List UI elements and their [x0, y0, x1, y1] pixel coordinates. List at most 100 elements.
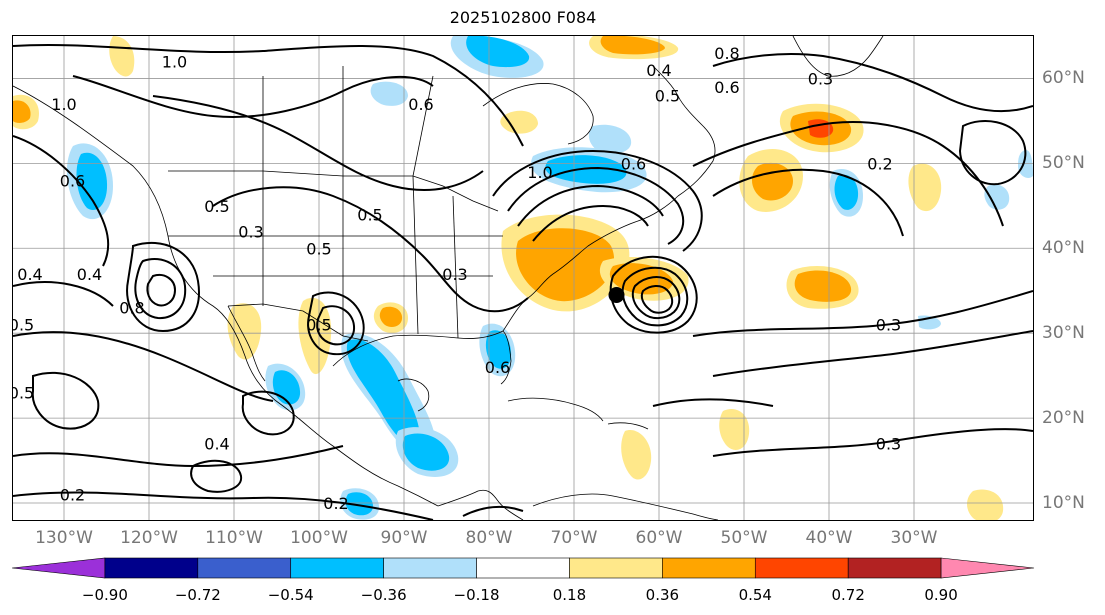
contour-label: 0.8 [714, 44, 739, 63]
contour-label: 0.6 [408, 95, 433, 114]
coast-canada-east [652, 65, 716, 197]
contour-line [31, 371, 100, 430]
contour-labels: 1.0 1.0 0.6 0.6 0.5 0.5 0.3 0.5 0.4 0.4 0.8 0.5 0.5 0… [13, 44, 901, 513]
contour-label: 0.8 [119, 299, 144, 318]
shade-blue [466, 36, 530, 68]
contour-label: 0.5 [357, 205, 382, 224]
coast-hispaniola [607, 422, 649, 430]
border-states-6 [452, 195, 459, 339]
contour-line [146, 274, 177, 307]
contour-label: 0.4 [646, 61, 671, 80]
contour-line [13, 491, 434, 520]
colorbar-tick-label: 0.18 [552, 586, 587, 604]
contour-line [13, 331, 274, 402]
contour-label: 0.5 [204, 197, 229, 216]
colorbar-segment [569, 557, 663, 579]
lon-tick-label: 80°W [465, 528, 513, 548]
lat-tick-label: 60°N [1042, 68, 1085, 89]
coast-central-america [437, 489, 524, 520]
shade-cool [984, 184, 1010, 210]
colorbar-segment [754, 557, 849, 579]
contour-line [212, 186, 529, 313]
contour-label: 0.4 [204, 435, 229, 454]
contour-lines [13, 43, 1033, 520]
shade-warm [227, 303, 262, 360]
colorbar-segment [476, 557, 570, 579]
lon-tick-label: 90°W [380, 528, 428, 548]
shade-orange [600, 36, 665, 55]
shade-warm [500, 110, 538, 134]
colorbar-tick-label: −0.90 [81, 586, 128, 604]
contour-line [621, 266, 689, 327]
contour-label: 1.0 [162, 52, 187, 71]
shaded-field [13, 36, 1033, 520]
shade-warm [109, 36, 135, 77]
contour-label: 0.5 [13, 384, 34, 403]
colorbar-tick-label: −0.54 [267, 586, 314, 604]
markers [608, 286, 625, 303]
contour-line [13, 281, 114, 307]
colorbar-tick-label: 0.90 [924, 586, 958, 604]
contour-line [190, 459, 243, 493]
colorbar-segment [104, 557, 199, 579]
lat-tick-label: 50°N [1042, 153, 1085, 174]
colorbar-tick-label: −0.72 [174, 586, 221, 604]
map-canvas[interactable]: 1.0 1.0 0.6 0.6 0.5 0.5 0.3 0.5 0.4 0.4 0.8 0.5 0.5 0… [13, 36, 1033, 520]
contour-line [462, 505, 524, 517]
colorbar-segment [662, 557, 756, 579]
lon-tick-label: 30°W [890, 528, 938, 548]
border-states-3 [412, 175, 419, 335]
contour-label: 0.3 [238, 222, 263, 241]
contour-line [241, 390, 295, 436]
colorbar-segment [383, 557, 477, 579]
contour-label: 0.6 [621, 154, 646, 173]
coast-baja [227, 305, 266, 382]
contour-label: 0.5 [306, 239, 331, 258]
contour-line [712, 168, 904, 237]
contour-label: 0.3 [442, 265, 467, 284]
contour-line [126, 241, 200, 333]
coast-hudson-bay [482, 83, 594, 145]
shade-warm [719, 408, 750, 450]
shade-cool [588, 124, 632, 154]
contour-line [316, 305, 356, 346]
contour-line [13, 135, 110, 267]
colorbar-tick-label: 0.54 [738, 586, 772, 604]
lon-tick-label: 120°W [120, 528, 178, 548]
border-canada-provinces [262, 66, 434, 177]
contour-label: 0.6 [60, 171, 85, 190]
contour-line [492, 149, 703, 252]
lon-tick-label: 100°W [290, 528, 348, 548]
contour-label: 1.0 [527, 163, 552, 182]
coast-gulf-mexico [332, 330, 512, 385]
contour-line [631, 276, 681, 320]
shade-blue [834, 174, 859, 210]
shade-blue [485, 330, 512, 369]
shade-cool [1018, 150, 1033, 178]
lon-tick-label: 60°W [635, 528, 683, 548]
shade-orange [794, 270, 852, 302]
contour-label: 0.6 [714, 78, 739, 97]
map-panel[interactable]: 1.0 1.0 0.6 0.6 0.5 0.5 0.3 0.5 0.4 0.4 0.8 0.5 0.5 0… [12, 35, 1034, 521]
colorbar-extend-low [12, 557, 106, 579]
coast-cuba [507, 397, 604, 422]
colorbar-tick-label: −0.36 [360, 586, 407, 604]
colorbar-tick-label: 0.36 [645, 586, 680, 604]
contour-label: 0.4 [17, 265, 42, 284]
contour-line [692, 290, 1033, 337]
shade-warm [621, 430, 652, 480]
lat-tick-label: 30°N [1042, 323, 1085, 344]
shade-blue [346, 339, 420, 446]
contour-line [712, 53, 1033, 113]
contour-label: 0.2 [323, 494, 348, 513]
contour-line [517, 184, 664, 227]
shade-blue [76, 152, 108, 210]
colorbar-segment [197, 557, 292, 579]
lat-tick-label: 10°N [1042, 493, 1085, 514]
contour-label: 0.5 [306, 316, 331, 335]
lon-tick-label: 110°W [205, 528, 263, 548]
colorbar-tick-label: 0.72 [831, 586, 865, 604]
contour-line [640, 285, 674, 314]
lon-tick-label: 40°W [805, 528, 853, 548]
contour-line [609, 255, 698, 334]
